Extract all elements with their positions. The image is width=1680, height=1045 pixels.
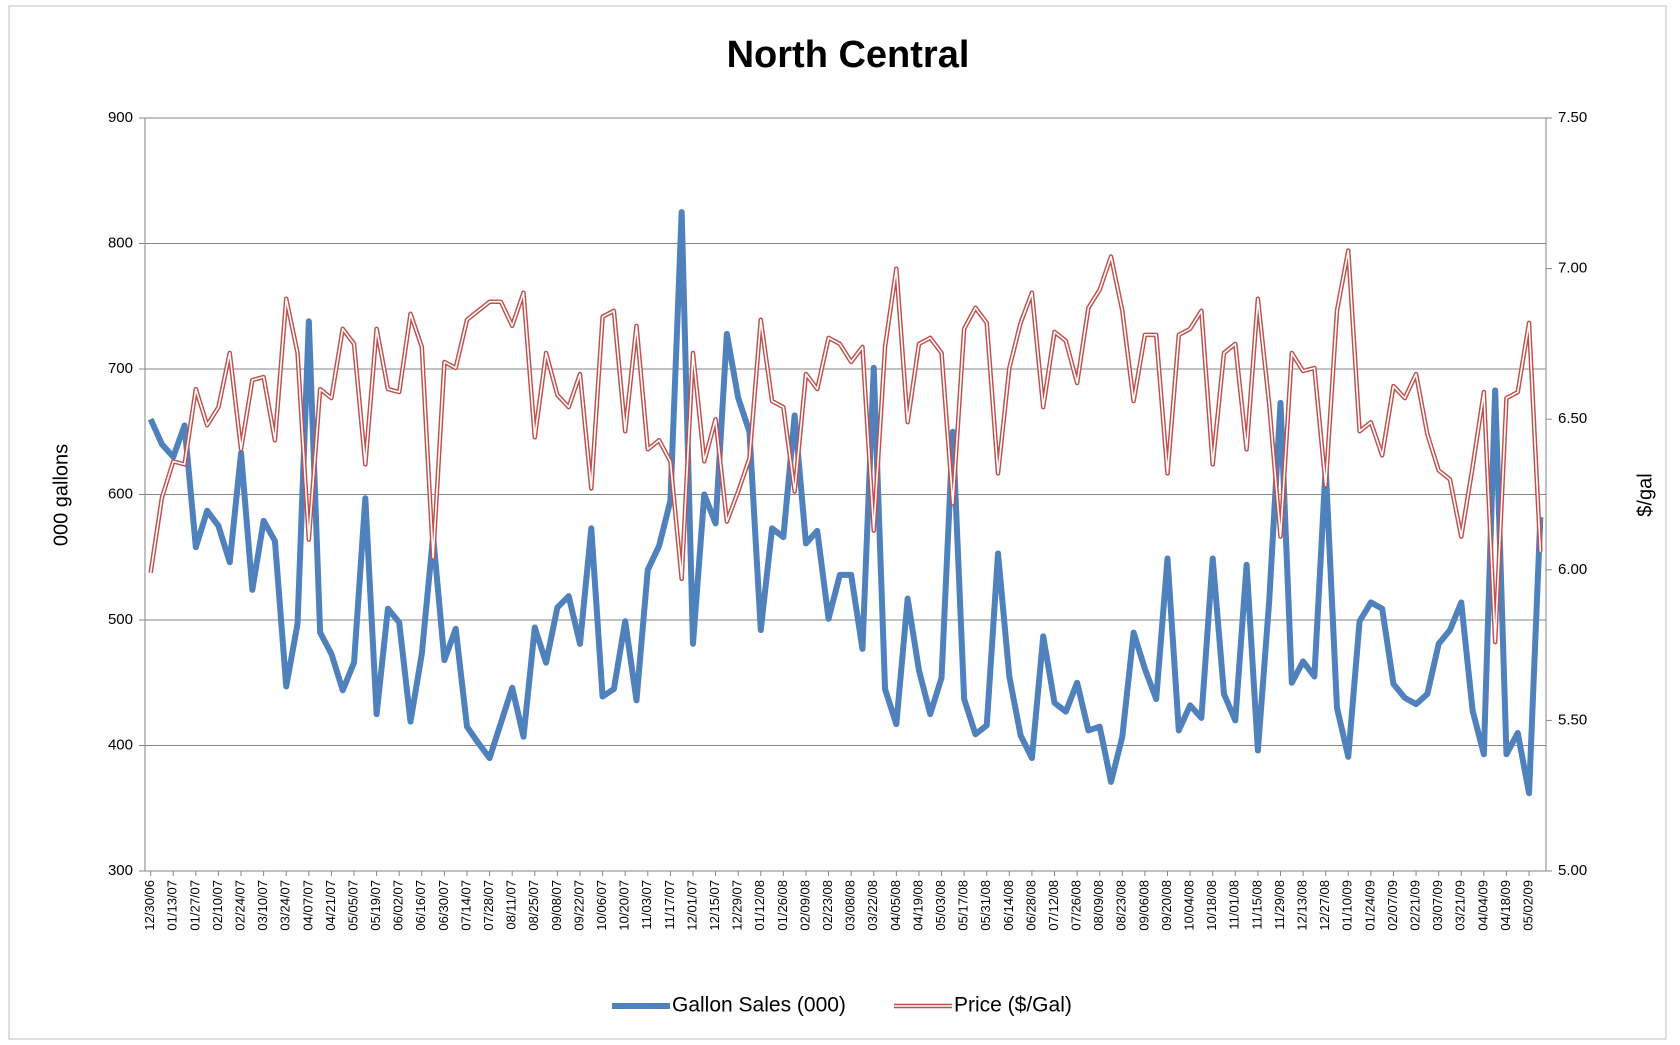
x-tick-label: 12/29/07: [730, 880, 745, 931]
x-tick-label: 07/28/07: [481, 880, 496, 931]
y2-tick-label: 5.00: [1558, 862, 1587, 879]
y-tick-label: 300: [108, 862, 133, 879]
x-tick-label: 04/04/09: [1475, 880, 1490, 931]
x-tick-label: 05/19/07: [368, 880, 383, 931]
x-tick-label: 04/18/09: [1498, 880, 1513, 931]
x-tick-label: 11/15/08: [1249, 880, 1264, 930]
x-tick-label: 09/08/07: [549, 880, 564, 931]
x-tick-label: 12/01/07: [684, 880, 699, 931]
x-tick-label: 05/03/08: [933, 880, 948, 931]
x-tick-label: 05/31/08: [978, 880, 993, 931]
x-tick-label: 10/04/08: [1182, 880, 1197, 931]
x-tick-label: 05/17/08: [956, 880, 971, 931]
x-tick-label: 06/02/07: [391, 880, 406, 931]
x-tick-label: 12/30/06: [142, 880, 157, 931]
x-tick-label: 01/27/07: [187, 880, 202, 931]
legend-label: Gallon Sales (000): [672, 994, 846, 1017]
x-tick-label: 01/24/09: [1362, 880, 1377, 931]
chart-border: [8, 5, 1667, 1040]
x-tick-label: 03/24/07: [278, 880, 293, 931]
x-tick-label: 04/19/08: [910, 880, 925, 931]
x-tick-label: 04/21/07: [323, 880, 338, 931]
x-tick-label: 11/03/07: [639, 880, 654, 930]
y-tick-label: 800: [108, 234, 133, 251]
x-tick-label: 03/10/07: [255, 880, 270, 931]
x-tick-label: 07/12/08: [1046, 880, 1061, 931]
x-tick-label: 02/23/08: [820, 880, 835, 931]
x-tick-label: 07/26/08: [1069, 880, 1084, 931]
sales-line: [147, 209, 1544, 797]
y-tick-label: 900: [108, 109, 133, 126]
y-tick-label: 700: [108, 360, 133, 377]
x-tick-label: 09/06/08: [1136, 880, 1151, 931]
x-tick-label: 01/12/08: [752, 880, 767, 931]
legend-label: Price ($/Gal): [954, 994, 1072, 1017]
x-tick-label: 03/07/09: [1430, 880, 1445, 931]
x-tick-label: 05/02/09: [1520, 880, 1535, 931]
x-tick-label: 01/26/08: [775, 880, 790, 931]
y-tick-label: 600: [108, 485, 133, 502]
x-tick-label: 12/27/08: [1317, 880, 1332, 931]
x-tick-label: 11/29/08: [1272, 880, 1287, 930]
x-tick-label: 12/13/08: [1295, 880, 1310, 931]
x-tick-label: 03/21/09: [1453, 880, 1468, 931]
x-tick-label: 02/21/09: [1408, 880, 1423, 931]
x-tick-label: 04/05/08: [888, 880, 903, 931]
x-tick-label: 06/16/07: [413, 880, 428, 931]
x-tick-label: 08/11/07: [504, 880, 519, 930]
x-tick-label: 08/09/08: [1091, 880, 1106, 931]
x-tick-label: 02/24/07: [232, 880, 247, 931]
x-tick-label: 10/18/08: [1204, 880, 1219, 931]
y2-tick-label: 5.50: [1558, 711, 1587, 728]
y2-tick-label: 6.50: [1558, 410, 1587, 427]
x-tick-label: 03/08/08: [843, 880, 858, 931]
x-tick-label: 06/14/08: [1001, 880, 1016, 931]
chart-title: North Central: [727, 34, 970, 76]
y-tick-label: 500: [108, 611, 133, 628]
x-tick-label: 02/09/08: [797, 880, 812, 931]
x-tick-label: 10/06/07: [594, 880, 609, 931]
x-tick-label: 05/05/07: [345, 880, 360, 931]
x-tick-label: 01/10/09: [1340, 880, 1355, 931]
x-tick-label: 03/22/08: [865, 880, 880, 931]
x-tick-label: 06/30/07: [436, 880, 451, 931]
y2-axis-title: $/gal: [1634, 473, 1656, 516]
x-tick-label: 06/28/08: [1023, 880, 1038, 931]
x-tick-label: 08/23/08: [1114, 880, 1129, 931]
x-tick-label: 10/20/07: [617, 880, 632, 931]
x-tick-label: 01/13/07: [165, 880, 180, 931]
price-line-inner: [149, 249, 1542, 643]
x-tick-label: 11/01/08: [1227, 880, 1242, 930]
y-tick-label: 400: [108, 736, 133, 753]
x-tick-label: 08/25/07: [526, 880, 541, 931]
x-tick-label: 09/22/07: [571, 880, 586, 931]
y2-tick-label: 6.00: [1558, 561, 1587, 578]
x-tick-label: 12/15/07: [707, 880, 722, 931]
y-axis-title: 000 gallons: [50, 444, 72, 546]
x-tick-label: 02/07/09: [1385, 880, 1400, 931]
x-tick-label: 02/10/07: [210, 880, 225, 931]
x-tick-label: 11/17/07: [662, 880, 677, 930]
y2-tick-label: 7.00: [1558, 260, 1587, 277]
x-tick-label: 09/20/08: [1159, 880, 1174, 931]
x-tick-label: 04/07/07: [300, 880, 315, 931]
x-tick-label: 07/14/07: [458, 880, 473, 931]
y2-tick-label: 7.50: [1558, 109, 1587, 126]
